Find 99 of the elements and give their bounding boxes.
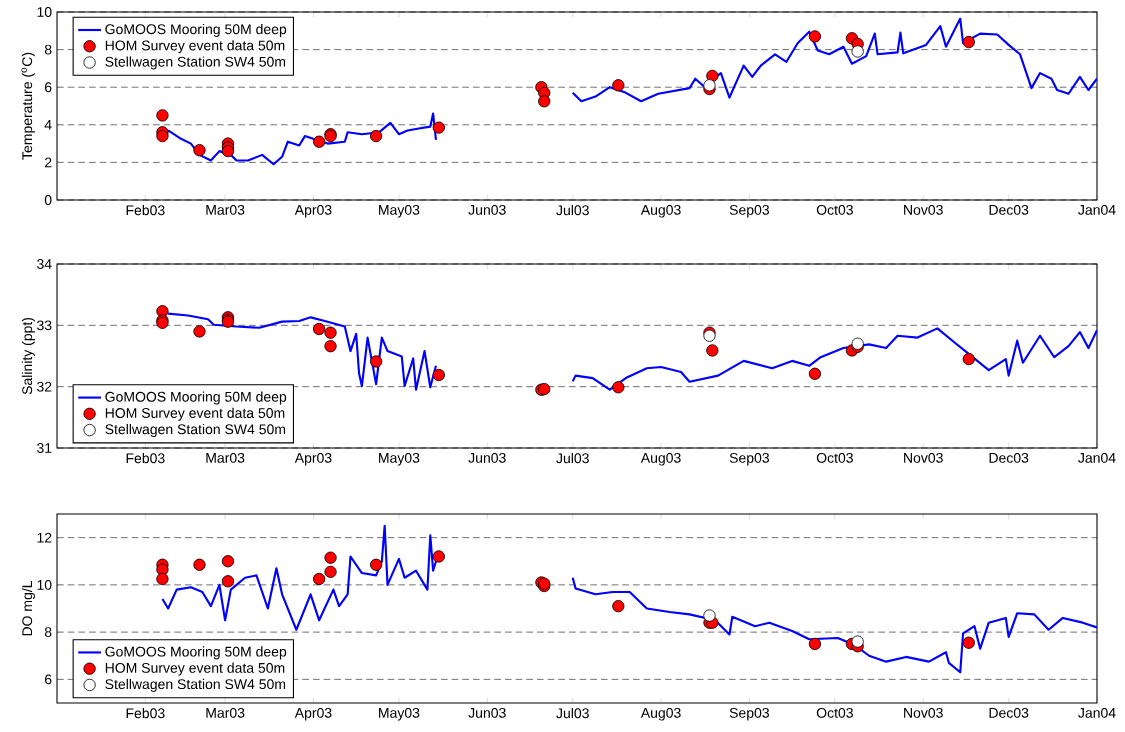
legend-label: GoMOOS Mooring 50M deep: [105, 23, 287, 37]
y-tick-label: 8: [44, 44, 52, 55]
x-tick-label: Jan04: [1078, 707, 1116, 718]
point: [432, 368, 445, 382]
point: [156, 109, 169, 122]
x-tick-label: Aug03: [640, 707, 681, 721]
point: [703, 79, 716, 92]
x-tick-label: Aug03: [640, 204, 681, 218]
y-axis-title: Temperature ($^{o}$C): [21, 52, 35, 160]
legend-label: HOM Survey event data 50m: [105, 40, 285, 54]
x-tick-label: Jul03: [556, 707, 589, 719]
y-tick-label: 12: [37, 532, 52, 543]
legend-label: HOM Survey event data 50m: [105, 662, 285, 676]
point: [432, 550, 445, 563]
point: [706, 344, 719, 357]
point: [324, 340, 337, 353]
y-tick-label: 32: [37, 381, 52, 392]
x-tick-label: Sep03: [729, 707, 770, 721]
x-tick-label: Mar03: [206, 452, 245, 463]
point: [313, 572, 326, 586]
legend-label: HOM Survey event data 50m: [105, 407, 285, 421]
x-tick-label: May03: [379, 204, 420, 218]
y-tick-label: 10: [37, 579, 52, 590]
point: [313, 135, 326, 148]
x-tick-label: May03: [379, 452, 420, 466]
x-tick-label: Nov03: [904, 452, 943, 463]
x-tick-label: Jun03: [468, 452, 506, 463]
point: [962, 352, 975, 366]
x-tick-label: Apr03: [294, 452, 332, 466]
x-tick-label: Jun03: [468, 204, 506, 215]
point: [193, 325, 206, 338]
point: [851, 45, 864, 58]
x-tick-label: Sep03: [729, 204, 770, 218]
point: [808, 367, 822, 380]
point: [370, 355, 383, 368]
point: [221, 575, 235, 588]
point: [324, 326, 337, 339]
point: [808, 637, 822, 651]
y-tick-label: 31: [37, 443, 52, 453]
point: [324, 565, 337, 578]
x-tick-label: Oct03: [816, 204, 853, 215]
x-tick-label: Jan04: [1078, 204, 1116, 215]
point: [313, 322, 326, 336]
point: [612, 381, 625, 394]
point: [221, 555, 235, 568]
x-tick-label: Oct03: [816, 707, 853, 718]
legend-label: Stellwagen Station SW4 50m: [105, 423, 286, 437]
x-tick-label: Dec03: [989, 452, 1029, 463]
x-tick-label: Nov03: [904, 707, 943, 718]
y-axis-title: Salinity (ppt): [21, 317, 35, 395]
y-tick-label: 8: [44, 627, 52, 638]
x-tick-label: Feb03: [126, 204, 165, 216]
x-tick-label: Jul03: [556, 452, 589, 464]
point: [193, 144, 206, 157]
point: [962, 636, 975, 649]
y-tick-label: 34: [37, 259, 52, 269]
point: [324, 551, 337, 564]
x-tick-label: Mar03: [206, 204, 245, 215]
x-tick-label: Dec03: [989, 707, 1029, 718]
legend-label: Stellwagen Station SW4 50m: [105, 678, 286, 692]
x-tick-label: Jun03: [468, 707, 506, 718]
x-tick-label: Aug03: [640, 452, 681, 466]
y-tick-label: 6: [45, 82, 52, 93]
x-tick-label: Feb03: [126, 452, 165, 464]
point: [962, 35, 975, 49]
y-tick-label: 6: [45, 674, 52, 685]
x-tick-label: Feb03: [126, 707, 165, 719]
x-tick-label: Apr03: [294, 707, 332, 721]
x-tick-label: Apr03: [294, 204, 332, 218]
legend-label: Stellwagen Station SW4 50m: [105, 56, 286, 70]
point: [612, 79, 625, 92]
x-tick-label: Sep03: [729, 452, 770, 466]
x-tick-label: Mar03: [206, 707, 245, 718]
x-tick-label: Oct03: [816, 452, 853, 463]
y-tick-label: 4: [44, 119, 52, 130]
point: [370, 558, 383, 571]
point: [156, 572, 169, 586]
x-tick-label: Nov03: [904, 204, 943, 215]
legend-label: GoMOOS Mooring 50M deep: [105, 646, 287, 660]
point: [221, 144, 235, 158]
y-tick-label: 10: [37, 7, 52, 17]
legend-label: GoMOOS Mooring 50M deep: [105, 391, 287, 405]
y-tick-label: 0: [44, 195, 52, 205]
point: [808, 30, 822, 43]
x-tick-label: Jul03: [556, 204, 589, 216]
y-tick-label: 2: [45, 157, 52, 168]
point: [612, 599, 625, 613]
point: [851, 635, 864, 648]
point: [703, 609, 716, 622]
x-tick-label: Dec03: [989, 204, 1029, 215]
point: [156, 129, 169, 143]
point: [538, 95, 551, 108]
point: [193, 558, 206, 571]
point: [370, 129, 383, 143]
x-tick-label: May03: [379, 707, 420, 721]
y-tick-label: 33: [37, 320, 52, 331]
x-tick-label: Jan04: [1078, 452, 1116, 463]
point: [432, 121, 445, 134]
y-axis-title: DO mg/L: [21, 580, 35, 636]
